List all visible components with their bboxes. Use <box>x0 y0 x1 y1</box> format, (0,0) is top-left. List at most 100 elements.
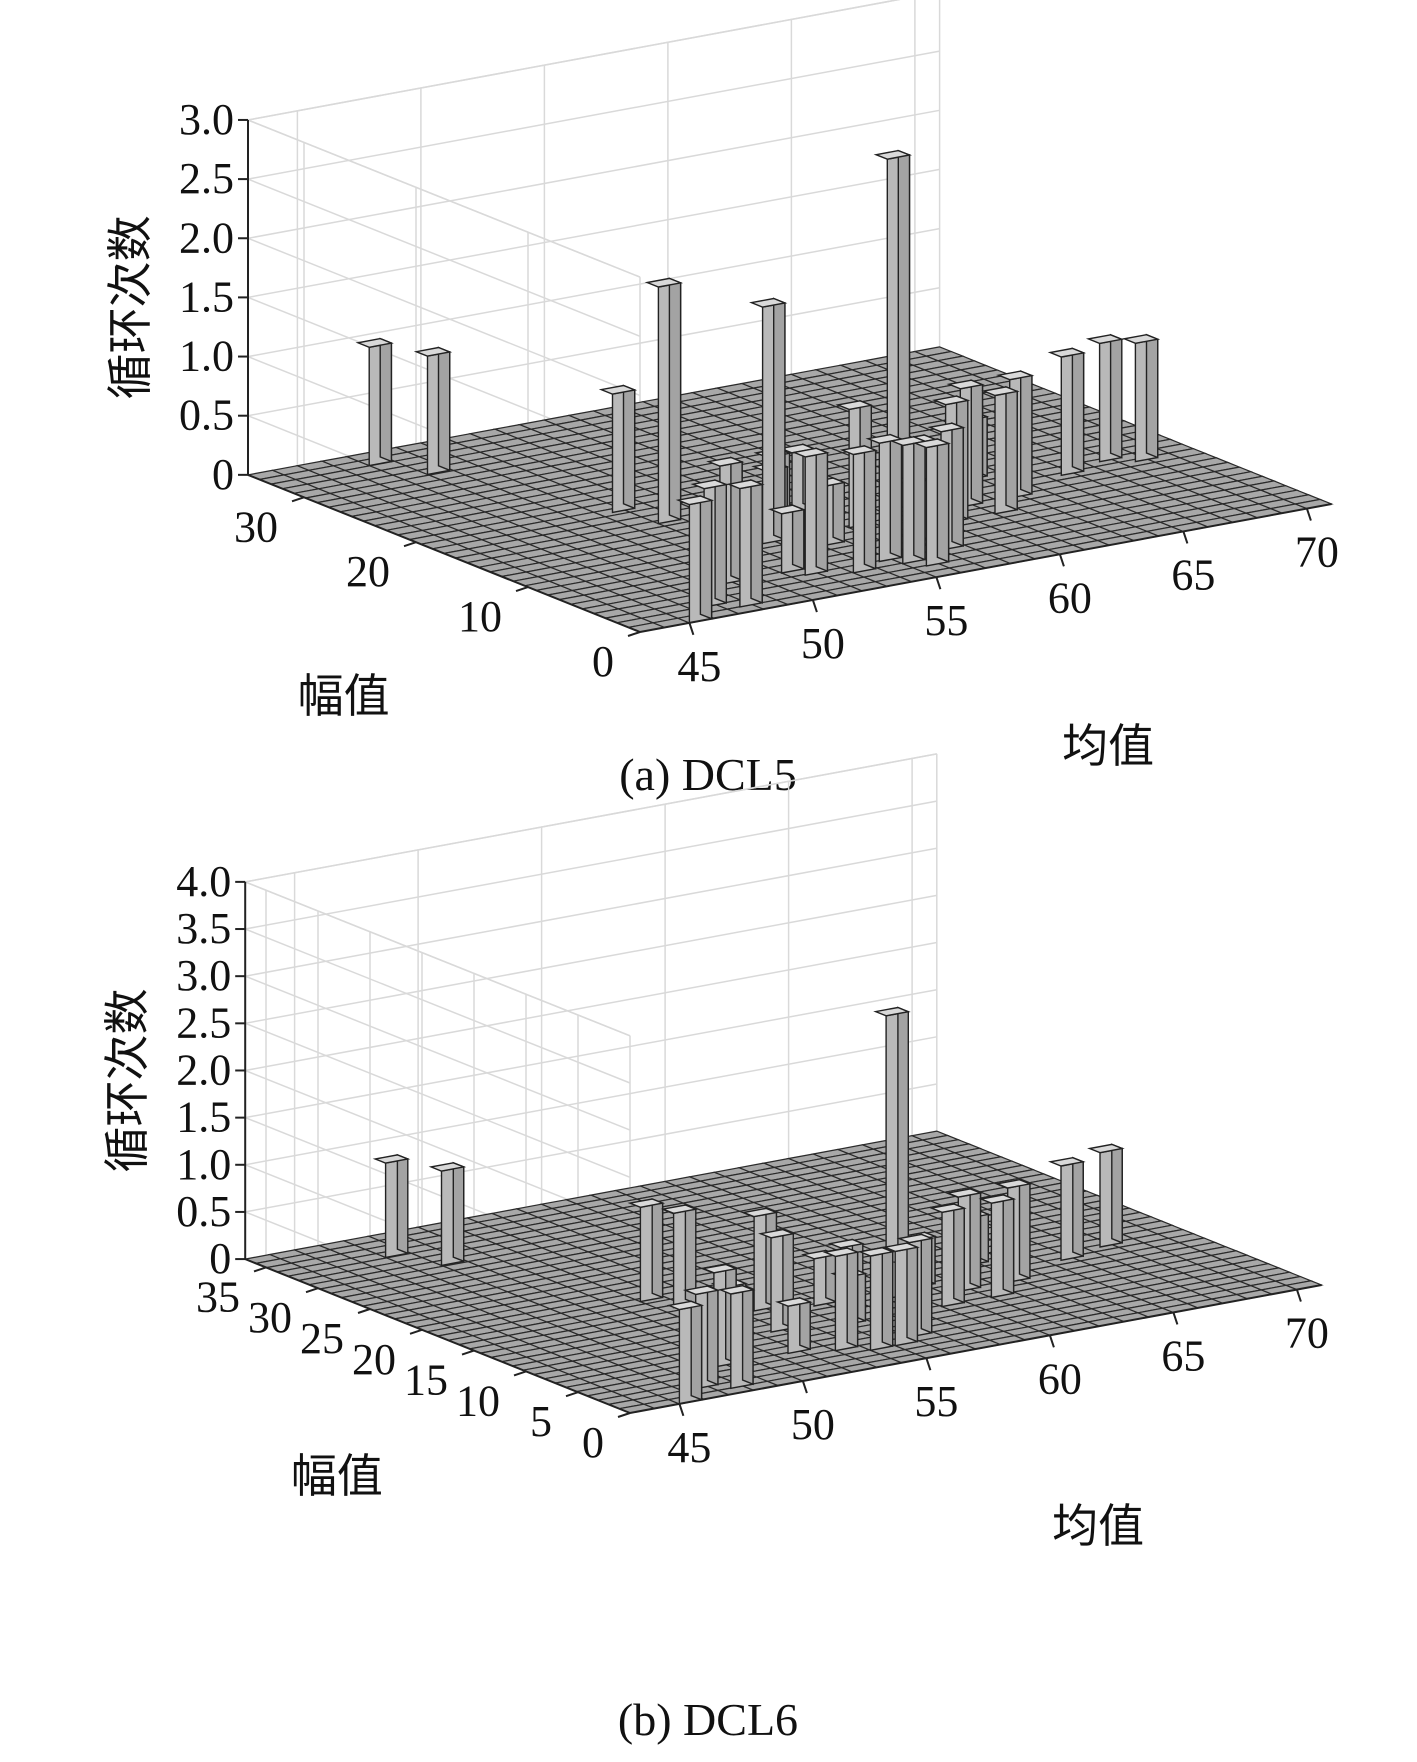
z-gridline-side <box>244 1069 631 1226</box>
z-gridline-back <box>247 50 940 180</box>
x-tick-mark <box>678 1403 685 1417</box>
bar-15 <box>808 477 847 547</box>
z-gridline-side <box>247 178 641 337</box>
bar-top-face <box>701 1263 739 1274</box>
z-tick-label: 0.5 <box>179 391 234 440</box>
bar-top-face <box>675 495 715 506</box>
x-tick-label: 60 <box>1038 1354 1082 1403</box>
z-gridline-back <box>247 168 940 299</box>
bar-9 <box>767 504 807 574</box>
bar-top-face <box>929 1203 967 1214</box>
bar-10 <box>758 1228 796 1333</box>
bar-side-face <box>437 346 451 472</box>
bar-side-face <box>706 1285 719 1386</box>
x-tick-mark <box>1058 553 1065 567</box>
bar-15 <box>800 1249 839 1307</box>
bar-side-face <box>1072 1156 1084 1258</box>
bar-top-face <box>717 1284 756 1295</box>
bar-top-face <box>660 1204 699 1215</box>
bar-top-face <box>706 456 745 467</box>
bar-top-face <box>822 1247 861 1258</box>
x-tick-mark <box>1305 508 1312 521</box>
bar-0 <box>666 1300 705 1405</box>
bar-side-face <box>396 1153 409 1255</box>
bar-top-face <box>946 379 986 390</box>
bar-5 <box>428 1161 467 1267</box>
x-tick-label: 65 <box>1171 550 1215 599</box>
bar-22 <box>929 1202 967 1308</box>
bar-top-face <box>1085 334 1125 345</box>
bar-side-face <box>1018 1178 1031 1280</box>
x-axis-label: 均值 <box>1052 1499 1144 1553</box>
bar-side-face <box>1109 333 1123 459</box>
bar-24 <box>978 1193 1017 1299</box>
bar-top-face <box>767 504 807 515</box>
z-gridline-side <box>244 928 631 1084</box>
x-tick-label: 55 <box>924 596 968 645</box>
y-tick-mark <box>515 586 529 593</box>
bar-side-face <box>651 1197 664 1299</box>
bar-side-face <box>1111 1143 1123 1244</box>
bar-side-face <box>969 1187 982 1289</box>
bar-top-face <box>873 1006 911 1017</box>
bar-side-face <box>622 384 636 510</box>
bar-4 <box>355 337 394 467</box>
x-tick-label: 45 <box>677 642 721 691</box>
bar-side-face <box>1020 370 1033 495</box>
z-tick-label: 3.5 <box>176 904 231 953</box>
chart-panel-b: 00.51.01.52.02.53.03.54.045 50 55 60 65 70051… <box>100 753 1329 1745</box>
bar-28 <box>1087 1143 1125 1248</box>
x-tick-mark <box>688 622 695 636</box>
bar-side-face <box>881 1246 894 1348</box>
y-tick-label: 15 <box>404 1356 448 1405</box>
z-gridline-side <box>247 237 641 397</box>
bar-11 <box>749 297 788 545</box>
bar-19 <box>912 437 952 567</box>
bar-top-face <box>627 1198 666 1209</box>
bar-top-face <box>835 400 874 411</box>
z-gridline-back <box>245 1036 937 1166</box>
x-tick-mark <box>1172 1312 1179 1325</box>
bar-5 <box>413 346 453 476</box>
y-tick-mark <box>253 1266 267 1273</box>
bar-top-face <box>994 1178 1033 1189</box>
y-tick-label: 10 <box>456 1376 500 1425</box>
bar-top-face <box>827 1238 866 1249</box>
bar-top-face <box>981 386 1020 397</box>
x-axis-label: 均值 <box>1062 719 1154 773</box>
y-tick-mark <box>305 1287 319 1294</box>
z-gridline-back <box>245 988 937 1119</box>
z-tick-label: 1.5 <box>176 1093 231 1142</box>
y-tick-mark <box>403 541 417 548</box>
z-gridline-back <box>245 894 937 1025</box>
bar-side-face <box>906 1242 919 1343</box>
x-tick-label: 55 <box>914 1377 958 1426</box>
bar-6 <box>598 384 638 514</box>
bar-14 <box>882 1242 920 1347</box>
bar-20 <box>873 1006 911 1300</box>
bar-top-face <box>666 1300 705 1311</box>
bar-side-face <box>668 277 682 521</box>
bar-2 <box>717 1284 756 1390</box>
x-tick-mark <box>1295 1289 1302 1302</box>
z-tick-label: 2.5 <box>176 998 231 1047</box>
bar-7 <box>660 1203 699 1309</box>
bar-side-face <box>953 1202 965 1304</box>
bar-side-face <box>799 1296 811 1351</box>
bar-12 <box>839 444 879 574</box>
bar-top-face <box>682 1285 721 1296</box>
y-tick-mark <box>461 1349 475 1356</box>
y-tick-label: 30 <box>248 1293 292 1342</box>
z-tick-label: 3.0 <box>179 95 234 144</box>
z-gridline-back <box>247 286 940 417</box>
y-tick-label: 20 <box>346 547 390 596</box>
panel-caption: (a) DCL5 <box>619 749 797 800</box>
bar-side-face <box>741 1284 754 1386</box>
bar-top-face <box>995 370 1035 381</box>
bar-side-face <box>452 1161 465 1263</box>
y-tick-label: 20 <box>352 1335 396 1384</box>
panel-caption: (b) DCL6 <box>618 1694 798 1745</box>
bar-side-face <box>379 337 393 463</box>
bar-2 <box>726 478 765 608</box>
